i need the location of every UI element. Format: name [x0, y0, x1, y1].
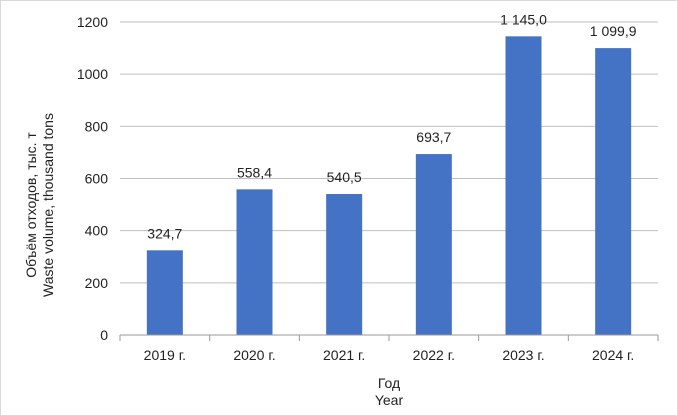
y-tick-label: 600 — [85, 171, 109, 187]
bar — [236, 189, 273, 335]
y-tick-label: 200 — [85, 275, 109, 291]
data-label: 540,5 — [327, 169, 362, 185]
x-axis-ticks: 2019 г. 2020 г. 2021 г. 2022 г. 2023 г. 2024 … — [119, 335, 659, 363]
x-tick-label: 2019 г. — [144, 347, 186, 363]
y-tick-label: 1200 — [77, 14, 108, 30]
y-tick-label: 1000 — [77, 66, 108, 82]
x-tick-label: 2021 г. — [323, 347, 365, 363]
data-labels: 324,7 558,4 540,5 693,7 1 145,0 1 099,9 — [147, 11, 636, 241]
data-label: 324,7 — [147, 225, 182, 241]
x-tick-label: 2023 г. — [502, 347, 544, 363]
data-label: 693,7 — [416, 129, 451, 145]
bar — [505, 36, 542, 336]
x-axis-title-ru: Год — [378, 375, 400, 391]
bar — [595, 48, 632, 336]
x-tick-label: 2022 г. — [413, 347, 455, 363]
bar — [326, 194, 363, 335]
y-axis-ticks: 0 200 400 600 800 1000 1200 — [77, 14, 108, 343]
y-tick-label: 400 — [85, 223, 109, 239]
y-tick-label: 0 — [100, 327, 108, 343]
bars — [146, 36, 632, 336]
y-tick-label: 800 — [85, 118, 109, 134]
data-label: 1 099,9 — [590, 23, 637, 39]
x-axis-title-en: Year — [375, 392, 404, 408]
bar — [415, 154, 452, 335]
y-axis-title-ru: Объём отходов, тыс. т — [23, 132, 39, 278]
gridlines — [120, 21, 658, 284]
data-label: 558,4 — [237, 164, 272, 180]
y-axis-title-en: Waste volume, thousand tons — [40, 113, 56, 297]
x-tick-label: 2024 г. — [592, 347, 634, 363]
data-label: 1 145,0 — [500, 11, 547, 27]
bar — [146, 250, 183, 335]
x-tick-label: 2020 г. — [233, 347, 275, 363]
